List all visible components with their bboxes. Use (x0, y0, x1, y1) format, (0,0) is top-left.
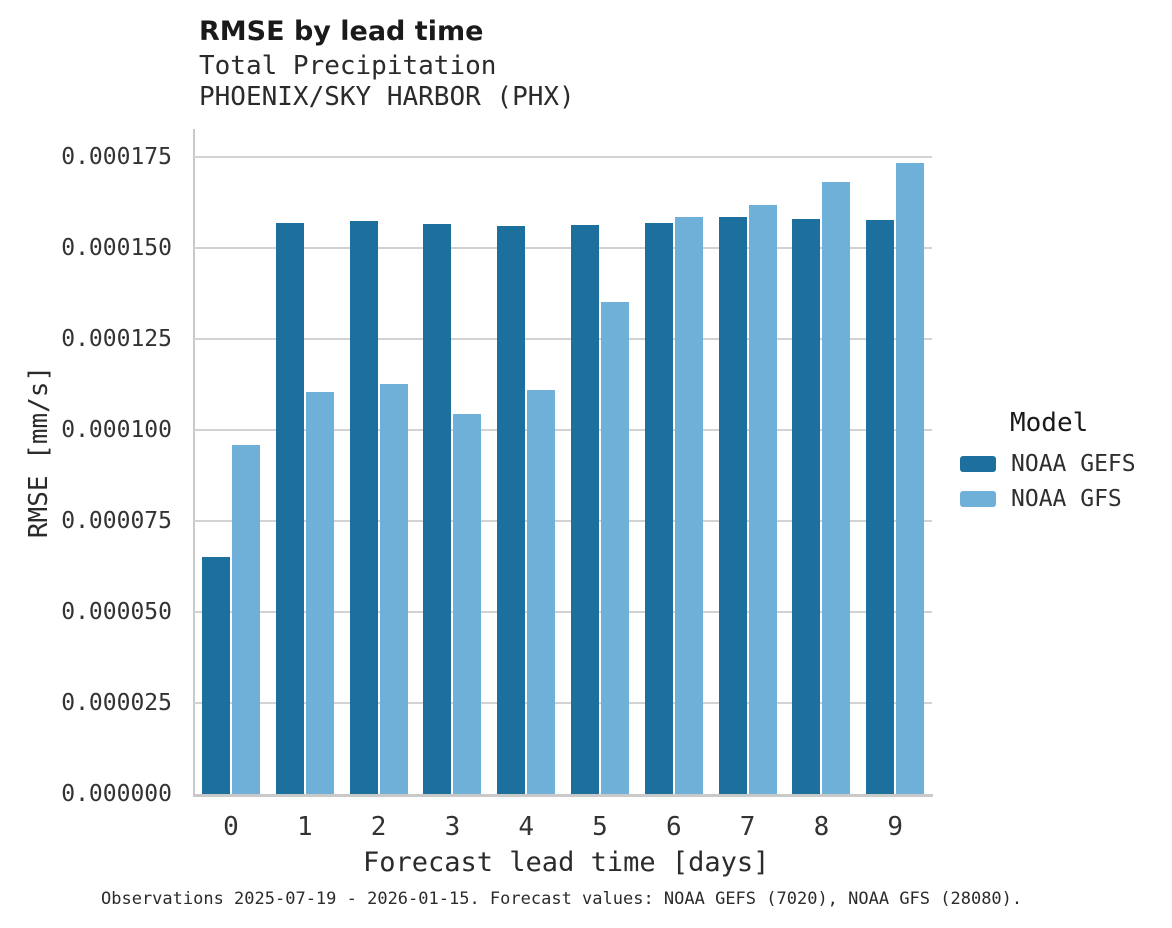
legend-swatch-noaa-gefs (960, 456, 996, 472)
y-tick-label: 0.000125 (61, 326, 172, 353)
bar-noaa-gfs-3 (453, 414, 482, 794)
legend-label: NOAA GEFS (1011, 451, 1136, 477)
bar-noaa-gefs-3 (423, 224, 452, 794)
chart-subtitle-station: PHOENIX/SKY HARBOR (PHX) (199, 82, 575, 112)
y-tick-label: 0.000150 (61, 235, 172, 262)
chart-title: RMSE by lead time (199, 16, 484, 47)
x-axis-line (193, 794, 933, 797)
legend-swatch-noaa-gfs (960, 491, 996, 507)
bar-noaa-gfs-2 (379, 383, 408, 794)
gridline-y-0.000050 (194, 611, 932, 613)
legend-item-noaa-gefs: NOAA GEFS (960, 452, 1136, 476)
bar-noaa-gfs-5 (600, 301, 629, 794)
bar-noaa-gfs-4 (527, 390, 556, 794)
x-tick-label-4: 4 (518, 812, 535, 842)
gridline-y-0.000125 (194, 338, 932, 341)
chart-subtitle-variable: Total Precipitation (199, 51, 497, 81)
bar-noaa-gefs-8 (792, 218, 821, 794)
bar-noaa-gefs-9 (866, 220, 895, 794)
gridline-y-0.000025 (194, 702, 932, 704)
x-tick-label-5: 5 (592, 812, 608, 842)
bar-noaa-gfs-7 (748, 205, 777, 794)
y-tick-label: 0.000100 (61, 417, 172, 443)
legend-title: Model (1010, 408, 1089, 438)
y-tick-label: 0.000025 (61, 690, 172, 716)
x-tick-label-2: 2 (370, 812, 387, 842)
legend-label: NOAA GFS (1011, 486, 1122, 512)
y-tick-label: 0.000075 (61, 508, 172, 534)
bar-noaa-gfs-0 (231, 444, 260, 794)
bar-noaa-gefs-5 (570, 225, 599, 794)
bar-noaa-gefs-2 (349, 221, 378, 794)
x-tick-label-8: 8 (813, 812, 830, 842)
y-axis-spine (193, 129, 195, 794)
x-tick-label-9: 9 (887, 812, 904, 842)
x-tick-label-6: 6 (665, 812, 682, 842)
gridline-y-0.000100 (194, 429, 932, 431)
bar-noaa-gfs-8 (822, 182, 851, 794)
bar-noaa-gefs-6 (644, 222, 673, 794)
legend-item-noaa-gfs: NOAA GFS (960, 487, 1122, 511)
legend: Model NOAA GEFS NOAA GFS (950, 408, 1165, 528)
y-tick-label: 0.000175 (61, 144, 172, 171)
bar-noaa-gefs-1 (275, 222, 304, 794)
bar-noaa-gfs-9 (896, 162, 925, 794)
gridline-y-0.000075 (194, 520, 932, 522)
caption: Observations 2025-07-19 - 2026-01-15. Fo… (101, 889, 1023, 909)
x-axis-label: Forecast lead time [days] (363, 847, 770, 878)
x-tick-label-0: 0 (223, 812, 239, 842)
gridline-y-0.000175 (194, 156, 932, 159)
gridline-y-0.000150 (194, 247, 932, 250)
x-tick-label-1: 1 (296, 812, 313, 842)
plot-area (194, 129, 932, 794)
x-tick-label-7: 7 (739, 812, 756, 842)
y-tick-label: 0.000050 (61, 599, 172, 625)
bar-noaa-gfs-1 (305, 392, 334, 794)
bar-noaa-gefs-7 (718, 216, 747, 794)
bar-noaa-gfs-6 (674, 217, 703, 794)
y-tick-label: 0.000000 (61, 781, 172, 807)
bar-noaa-gefs-4 (497, 225, 526, 794)
bar-noaa-gefs-0 (201, 557, 230, 794)
x-tick-label-3: 3 (444, 812, 461, 842)
